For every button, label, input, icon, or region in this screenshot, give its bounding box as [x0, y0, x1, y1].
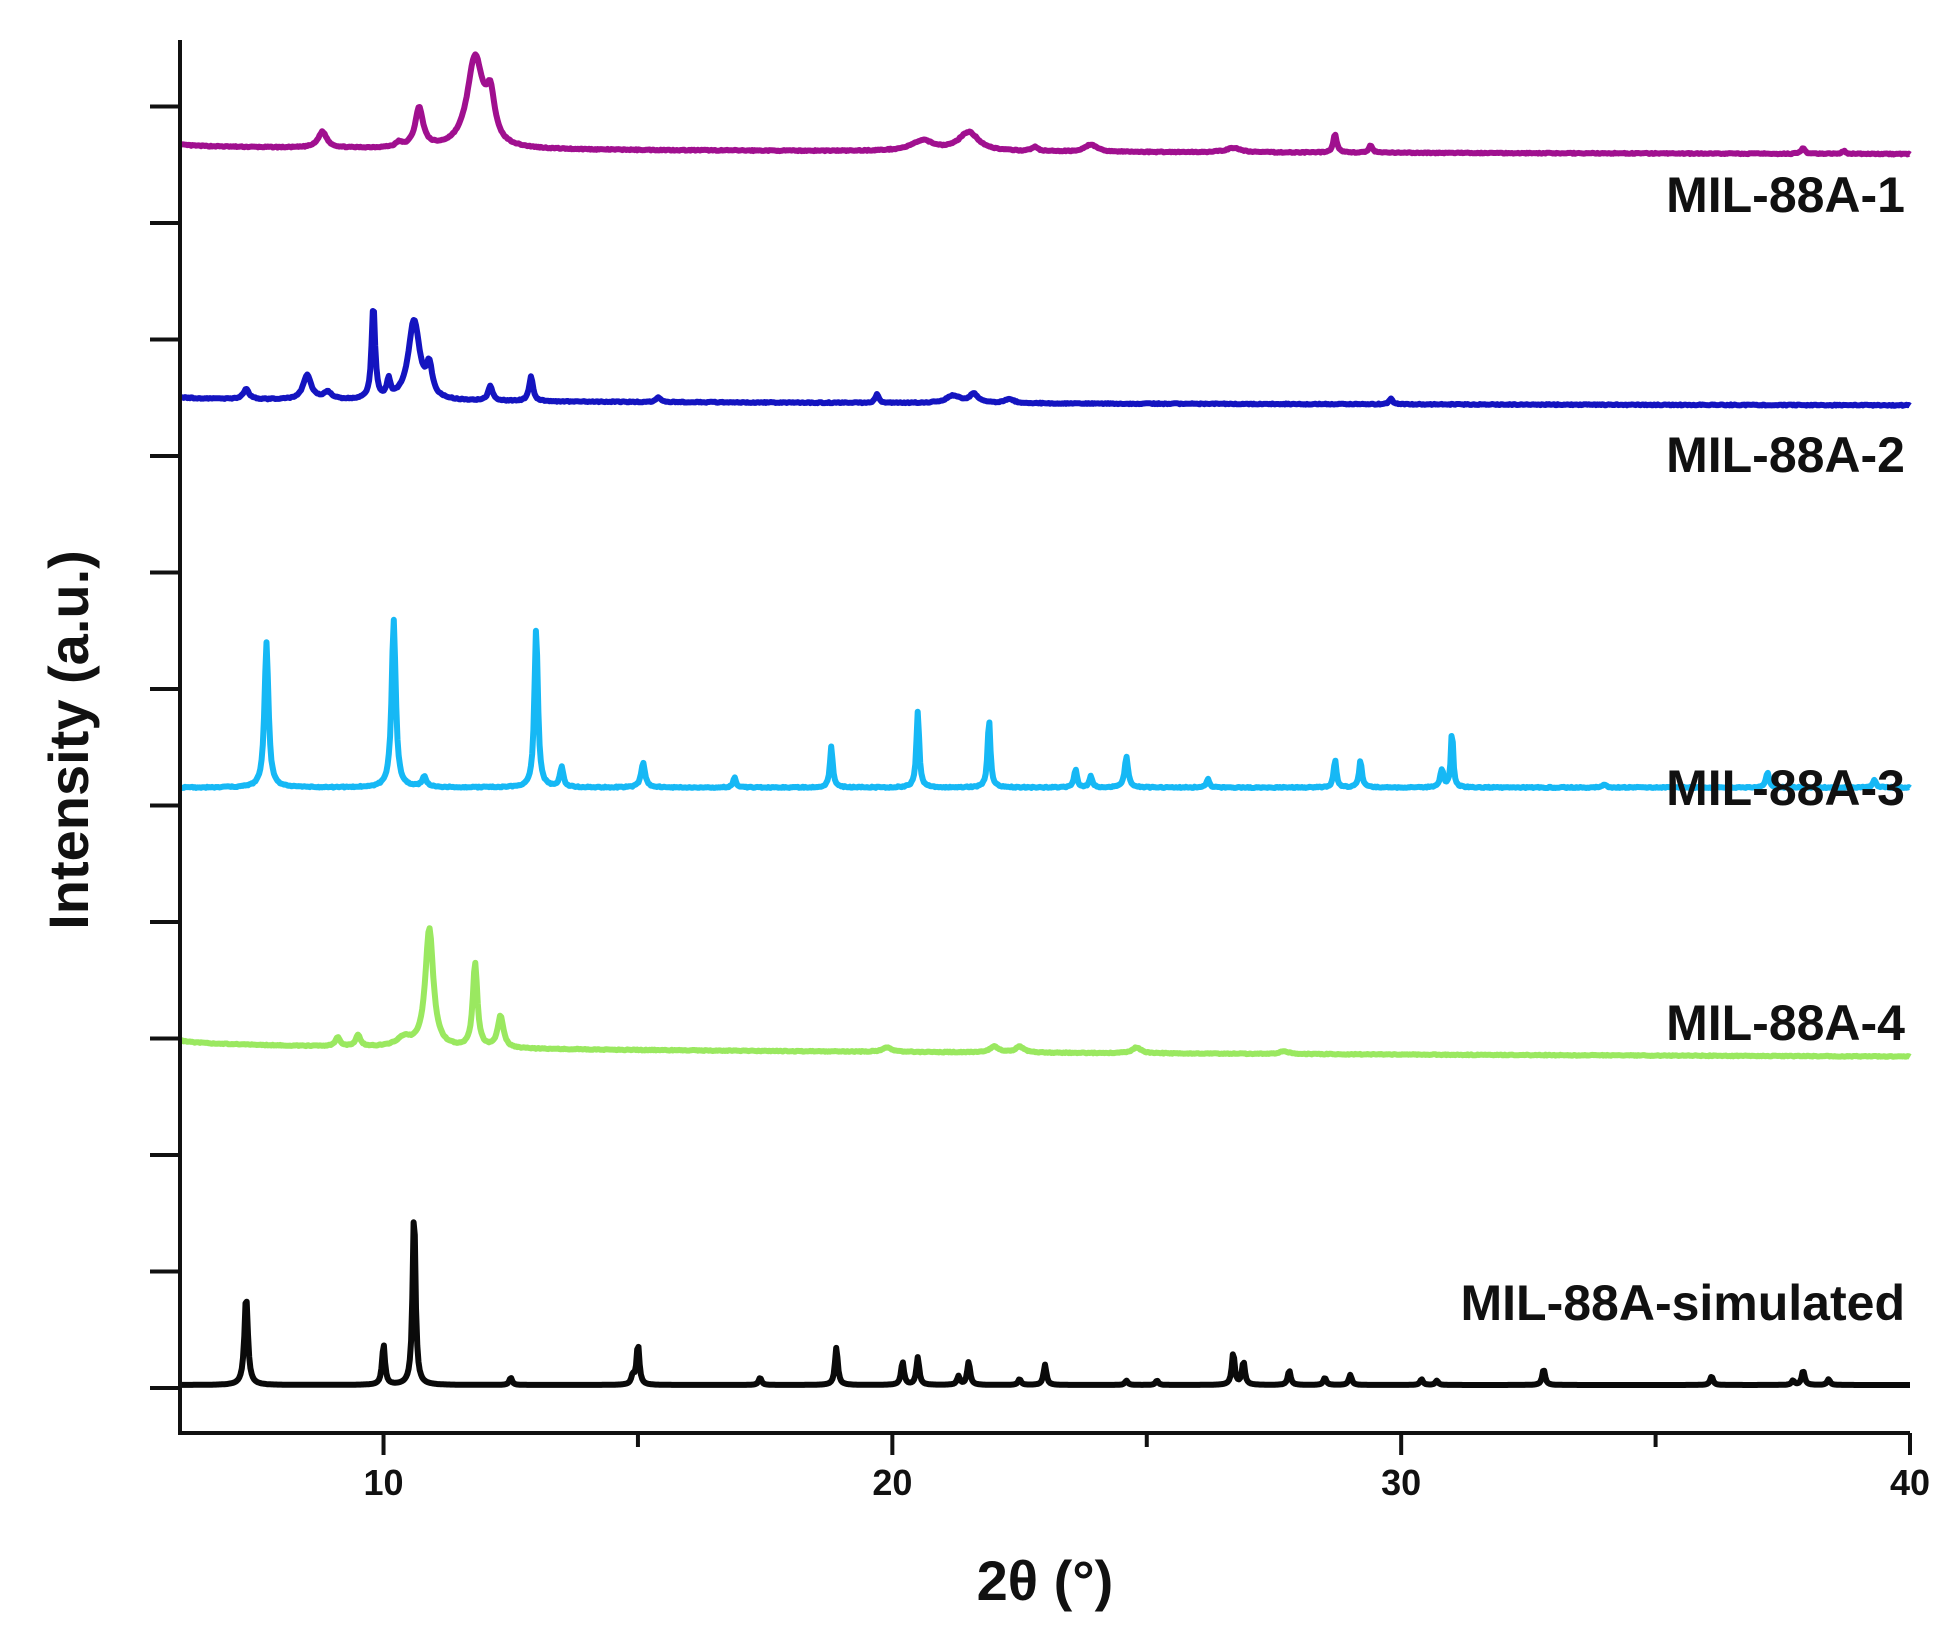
series-label-mil-88a-4: MIL-88A-4 — [1666, 995, 1905, 1051]
x-tick-label: 40 — [1890, 1462, 1930, 1503]
y-axis-title: Intensity (a.u.) — [37, 550, 100, 930]
series-label-mil-88a-simulated: MIL-88A-simulated — [1460, 1275, 1905, 1331]
series-line-mil-88a-2 — [178, 308, 1912, 409]
axes — [178, 40, 1910, 1435]
x-tick-label: 20 — [872, 1462, 912, 1503]
x-ticks: 10 20 30 40 — [364, 1433, 1930, 1503]
series-line-mil-88a-1 — [178, 51, 1912, 158]
series-label-mil-88a-2: MIL-88A-2 — [1666, 427, 1905, 483]
y-ticks — [150, 104, 180, 1390]
series-label-mil-88a-1: MIL-88A-1 — [1666, 167, 1905, 223]
series-label-mil-88a-3: MIL-88A-3 — [1666, 760, 1905, 816]
series-line-mil-88a-simulated — [178, 1219, 1912, 1388]
series-line-mil-88a-3 — [178, 616, 1912, 791]
series-line-mil-88a-4 — [178, 925, 1912, 1060]
series-labels: MIL-88A-1 MIL-88A-2 MIL-88A-3 MIL-88A-4 MIL-… — [1460, 167, 1905, 1331]
plot-area — [178, 51, 1912, 1388]
x-tick-label: 10 — [364, 1462, 404, 1503]
x-tick-label: 30 — [1381, 1462, 1421, 1503]
x-axis-title: 2θ (°) — [977, 1549, 1114, 1612]
